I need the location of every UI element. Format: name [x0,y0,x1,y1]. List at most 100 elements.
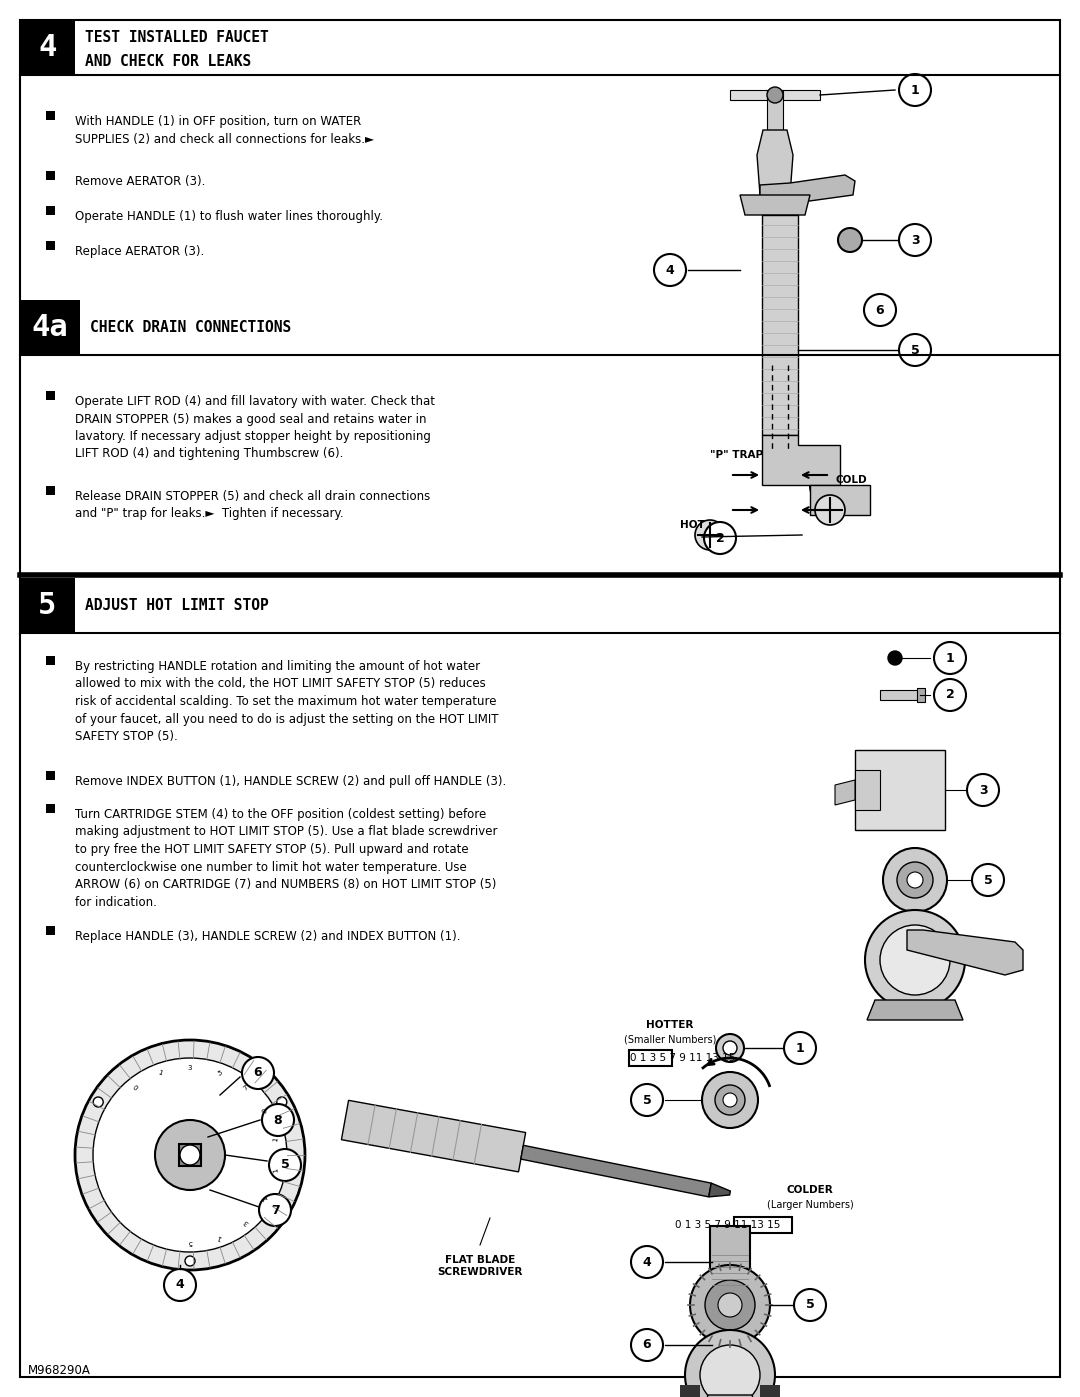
Text: 5: 5 [217,1070,222,1077]
Text: 1: 1 [946,651,955,665]
Text: Operate HANDLE (1) to flush water lines thoroughly.: Operate HANDLE (1) to flush water lines … [75,210,383,224]
FancyBboxPatch shape [46,242,55,250]
Text: 1: 1 [261,1194,269,1201]
Text: 1: 1 [157,1070,163,1077]
Text: 5: 5 [806,1298,814,1312]
Text: (Smaller Numbers): (Smaller Numbers) [624,1035,716,1045]
Polygon shape [762,434,840,485]
Circle shape [716,1034,744,1062]
Circle shape [934,643,966,673]
Polygon shape [708,1183,730,1197]
Polygon shape [762,215,798,434]
Circle shape [690,1266,770,1345]
Text: Replace HANDLE (3), HANDLE SCREW (2) and INDEX BUTTON (1).: Replace HANDLE (3), HANDLE SCREW (2) and… [75,930,460,943]
FancyBboxPatch shape [46,805,55,813]
Text: 7: 7 [242,1084,249,1092]
Text: (Larger Numbers): (Larger Numbers) [767,1200,853,1210]
Text: COLD: COLD [835,475,866,485]
Circle shape [723,1092,737,1106]
Circle shape [702,1071,758,1127]
Circle shape [899,74,931,106]
Circle shape [269,1148,301,1180]
Text: HOTTER: HOTTER [646,1020,693,1030]
Polygon shape [700,1396,760,1397]
Circle shape [718,1294,742,1317]
Circle shape [696,520,725,550]
Circle shape [899,224,931,256]
Polygon shape [835,780,855,805]
FancyBboxPatch shape [21,20,1059,1377]
Circle shape [899,334,931,366]
Circle shape [784,1032,816,1065]
FancyBboxPatch shape [46,486,55,495]
Text: 6: 6 [254,1066,262,1080]
Circle shape [972,863,1004,895]
Circle shape [715,1085,745,1115]
Circle shape [259,1194,291,1227]
Circle shape [262,1104,294,1136]
Text: 0: 0 [131,1084,138,1092]
FancyBboxPatch shape [21,20,75,75]
Text: 1: 1 [796,1042,805,1055]
Text: 7: 7 [271,1203,280,1217]
FancyBboxPatch shape [46,771,55,780]
Text: HOT: HOT [680,520,705,529]
Text: 0 1 3 5 7 9 11 13 15: 0 1 3 5 7 9 11 13 15 [675,1220,781,1229]
Circle shape [864,293,896,326]
Circle shape [897,862,933,898]
Circle shape [883,848,947,912]
Text: 4: 4 [665,264,674,277]
Polygon shape [855,750,945,830]
Circle shape [934,679,966,711]
Circle shape [967,774,999,806]
Polygon shape [730,89,820,101]
FancyBboxPatch shape [46,926,55,935]
Text: 5: 5 [281,1158,289,1172]
Text: 1: 1 [272,1137,279,1143]
Circle shape [75,1039,305,1270]
Circle shape [164,1268,195,1301]
Text: Operate LIFT ROD (4) and fill lavatory with water. Check that
DRAIN STOPPER (5) : Operate LIFT ROD (4) and fill lavatory w… [75,395,435,461]
Text: 3: 3 [188,1065,192,1071]
Text: 0 1 3 5 7 9 11 13 15: 0 1 3 5 7 9 11 13 15 [630,1053,735,1063]
Circle shape [723,1041,737,1055]
Polygon shape [760,175,855,203]
Text: FLAT BLADE
SCREWDRIVER: FLAT BLADE SCREWDRIVER [437,1255,523,1277]
Text: Release DRAIN STOPPER (5) and check all drain connections
and "P" trap for leaks: Release DRAIN STOPPER (5) and check all … [75,490,430,521]
Text: 5: 5 [643,1094,651,1106]
Text: ADJUST HOT LIMIT STOP: ADJUST HOT LIMIT STOP [85,598,269,613]
FancyBboxPatch shape [880,690,920,700]
Polygon shape [757,130,793,196]
Text: With HANDLE (1) in OFF position, turn on WATER
SUPPLIES (2) and check all connec: With HANDLE (1) in OFF position, turn on… [75,115,374,145]
Circle shape [815,495,845,525]
Text: "P" TRAP: "P" TRAP [710,450,764,460]
Text: 4: 4 [38,34,56,61]
Circle shape [865,909,966,1010]
Polygon shape [767,89,783,130]
Text: 5: 5 [38,591,56,620]
Polygon shape [760,1384,780,1397]
Text: 3: 3 [978,784,987,796]
Circle shape [880,925,950,995]
Text: M968290A: M968290A [28,1363,91,1376]
Text: 6: 6 [643,1338,651,1351]
Circle shape [794,1289,826,1322]
Polygon shape [855,770,880,810]
FancyBboxPatch shape [46,391,55,400]
Circle shape [242,1058,274,1090]
Text: 2: 2 [716,531,725,545]
Text: By restricting HANDLE rotation and limiting the amount of hot water
allowed to m: By restricting HANDLE rotation and limit… [75,659,499,743]
Text: 1: 1 [910,84,919,96]
Circle shape [907,872,923,888]
Text: TEST INSTALLED FAUCET: TEST INSTALLED FAUCET [85,31,269,46]
Text: 3: 3 [242,1218,249,1225]
Text: CHECK DRAIN CONNECTIONS: CHECK DRAIN CONNECTIONS [90,320,292,335]
Circle shape [156,1120,225,1190]
Circle shape [685,1330,775,1397]
FancyBboxPatch shape [46,170,55,180]
Circle shape [888,651,902,665]
FancyBboxPatch shape [46,657,55,665]
Circle shape [767,87,783,103]
FancyBboxPatch shape [179,1144,201,1166]
Circle shape [631,1246,663,1278]
